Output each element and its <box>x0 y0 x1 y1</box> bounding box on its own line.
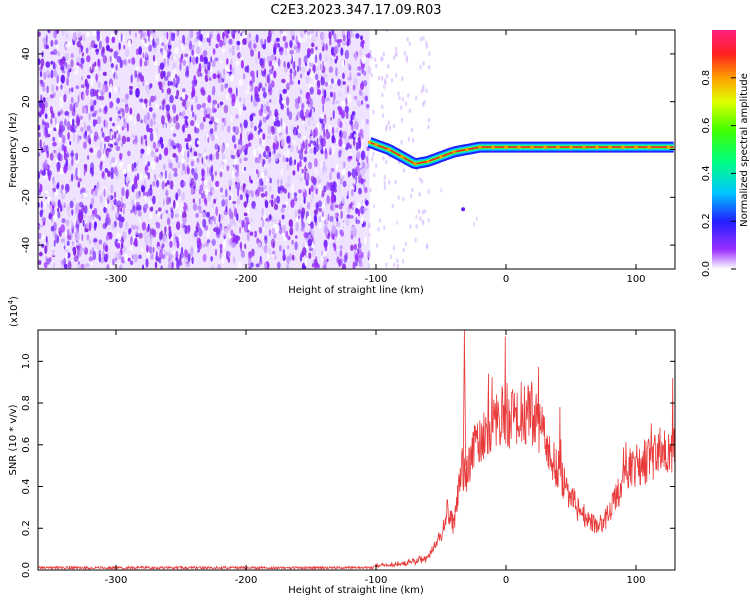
figure-title: C2E3.2023.347.17.09.R03 <box>270 3 441 18</box>
ridge-point <box>400 155 404 159</box>
ridge-point <box>666 145 671 149</box>
colorbar-tick-label: 0.0 <box>701 261 712 277</box>
spectrogram-ytick-label: 20 <box>21 95 32 108</box>
ridge-point <box>634 145 638 149</box>
snr-ylabel: SNR (10 * v/v) <box>8 404 19 475</box>
spectrogram-xtick-label: -200 <box>235 274 258 285</box>
spectrogram-ytick-label: 0 <box>21 146 32 152</box>
ridge-point <box>387 147 391 152</box>
isolated-speck <box>461 207 466 212</box>
snr-xtick-label: -300 <box>105 575 128 586</box>
ridge-point <box>478 145 482 149</box>
ridge-point <box>569 145 573 149</box>
snr-xtick-label: 0 <box>503 575 509 586</box>
ridge-point <box>439 155 443 159</box>
spectrogram-xtick-label: -300 <box>105 274 128 285</box>
spectrogram-xlabel: Height of straight line (km) <box>288 285 424 296</box>
snr-xtick-label: -200 <box>235 575 258 586</box>
noise-speckles <box>38 30 372 269</box>
colorbar-tick-label: 0.2 <box>701 213 712 229</box>
ridge-point <box>595 145 599 149</box>
snr-ytick-label: 0.0 <box>21 562 32 578</box>
ridge-point <box>517 145 521 149</box>
colorbar-gradient <box>712 30 736 269</box>
ridge-point <box>647 145 651 149</box>
snr-scale-label: (x104) <box>7 296 20 327</box>
ridge-point <box>374 143 378 147</box>
snr-xlabel: Height of straight line (km) <box>288 585 424 596</box>
sparse-speckles <box>41 30 479 269</box>
ridge-point <box>543 145 547 149</box>
snr-panel: -300 -200 -100 0 100 0.0 0.2 0.4 0.6 0.8 1.0 Heig… <box>7 296 676 596</box>
ridge-point <box>426 159 430 164</box>
colorbar-label: Normalized spectral amplitude <box>739 73 750 227</box>
spectrogram-ytick-label: -20 <box>21 189 32 205</box>
ridge-point <box>608 145 612 149</box>
colorbar-tick-label: 0.8 <box>701 70 712 86</box>
snr-series-line <box>38 336 675 570</box>
snr-spike <box>462 330 467 487</box>
ridge-point <box>465 147 469 152</box>
spectrogram-ytick-label: -40 <box>21 237 32 253</box>
ridge-point <box>556 145 560 149</box>
snr-ytick-label: 0.6 <box>21 437 32 453</box>
spectrogram-xtick-label: 100 <box>626 274 645 285</box>
ridge-point <box>530 145 534 149</box>
snr-ytick-label: 0.4 <box>21 479 32 495</box>
colorbar-tick-label: 0.6 <box>701 118 712 134</box>
ridge-point <box>504 145 508 149</box>
snr-xtick-label: 100 <box>626 575 645 586</box>
snr-ytick-label: 1.0 <box>21 353 32 369</box>
snr-ytick-label: 0.2 <box>21 520 32 536</box>
colorbar: 0.0 0.2 0.4 0.6 0.8 Normalized spectral ampl… <box>701 30 750 277</box>
spectrogram-xtick-label: -100 <box>365 274 388 285</box>
spectrogram-xtick-label: 0 <box>503 274 509 285</box>
ridge-point <box>621 145 625 149</box>
ridge-point <box>367 140 372 144</box>
spectrogram-ytick-label: 40 <box>21 48 32 61</box>
snr-frame <box>37 329 676 571</box>
colorbar-tick-label: 0.4 <box>701 165 712 181</box>
ridge-point <box>491 145 495 149</box>
snr-ytick-label: 0.8 <box>21 395 32 411</box>
ridge-point <box>452 150 456 154</box>
ridge-point <box>413 162 417 166</box>
ridge-point <box>582 145 586 149</box>
spectrogram-ylabel: Frequency (Hz) <box>8 112 19 188</box>
snr-xtick-label: -100 <box>365 575 388 586</box>
